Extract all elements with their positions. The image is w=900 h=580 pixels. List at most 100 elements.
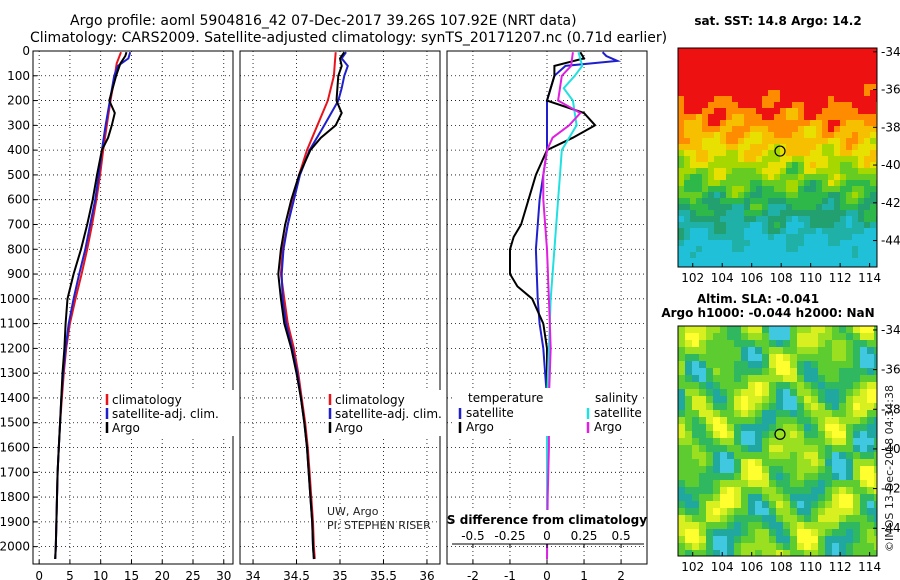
sst-cell (756, 132, 763, 139)
sst-cell (744, 240, 751, 247)
sst-cell (852, 216, 859, 223)
sla-cell (839, 459, 847, 467)
sst-cell (696, 48, 703, 55)
sla-cell (734, 494, 742, 502)
sla-heatmap (678, 326, 877, 556)
map-x-tick-label: 112 (829, 271, 852, 285)
sst-cell (834, 90, 841, 97)
sst-cell (786, 240, 793, 247)
sla-cell (832, 536, 840, 544)
sst-cell (684, 102, 691, 109)
sla-cell (741, 529, 749, 537)
sst-cell (696, 72, 703, 79)
sla-cell (874, 466, 877, 474)
sst-cell (744, 126, 751, 133)
sla-cell (706, 326, 714, 334)
sst-cell (744, 90, 751, 97)
sla-cell (706, 431, 714, 439)
sla-cell (748, 340, 756, 348)
sla-cell (678, 389, 686, 397)
sst-cell (678, 198, 685, 205)
sst-cell (696, 138, 703, 145)
sst-cell (828, 90, 835, 97)
sla-cell (727, 473, 735, 481)
sst-cell (840, 66, 847, 73)
sst-cell (804, 72, 811, 79)
sst-cell (840, 210, 847, 217)
sst-cell (744, 162, 751, 169)
sst-cell (720, 204, 727, 211)
sst-cell (828, 156, 835, 163)
sst-cell (810, 144, 817, 151)
sst-cell (804, 150, 811, 157)
sst-cell (852, 222, 859, 229)
sst-cell (846, 216, 853, 223)
sst-cell (762, 174, 769, 181)
sst-cell (798, 144, 805, 151)
sla-cell (874, 368, 877, 376)
sla-cell (776, 508, 784, 516)
sla-cell (853, 424, 861, 432)
sst-cell (840, 246, 847, 253)
sst-cell (846, 222, 853, 229)
sst-cell (804, 192, 811, 199)
sla-cell (769, 438, 777, 446)
sla-cell (874, 403, 877, 411)
sst-cell (804, 234, 811, 241)
sla-cell (790, 375, 798, 383)
sla-cell (699, 529, 707, 537)
sla-cell (769, 522, 777, 530)
sla-cell (790, 508, 798, 516)
sla-cell (692, 326, 700, 334)
sla-cell (846, 431, 854, 439)
sst-cell (780, 132, 787, 139)
sst-cell (756, 126, 763, 133)
sst-cell (726, 234, 733, 241)
sst-cell (720, 54, 727, 61)
sla-cell (762, 501, 770, 509)
sla-cell (685, 501, 693, 509)
sla-cell (825, 452, 833, 460)
sla-cell (741, 354, 749, 362)
sla-cell (713, 347, 721, 355)
sla-cell (678, 431, 686, 439)
sal-tick-label: -0.5 (461, 529, 484, 543)
sla-cell (825, 368, 833, 376)
sla-cell (734, 459, 742, 467)
sla-cell (713, 431, 721, 439)
sst-cell (810, 234, 817, 241)
sst-cell (786, 186, 793, 193)
sst-cell (864, 156, 871, 163)
sst-cell (684, 264, 691, 267)
sst-cell (816, 126, 823, 133)
sst-cell (756, 114, 763, 121)
sla-cell (811, 536, 819, 544)
sst-cell (732, 66, 739, 73)
sst-cell (774, 114, 781, 121)
sst-cell (750, 90, 757, 97)
sla-cell (727, 515, 735, 523)
sla-cell (741, 431, 749, 439)
sla-cell (769, 326, 777, 334)
sla-cell (762, 529, 770, 537)
sal-tick-label: 0 (543, 529, 551, 543)
sla-cell (678, 361, 686, 369)
sla-cell (762, 375, 770, 383)
sst-cell (846, 138, 853, 145)
sst-cell (870, 120, 877, 127)
sst-cell (816, 168, 823, 175)
sla-cell (811, 326, 819, 334)
sla-cell (720, 403, 728, 411)
sst-cell (870, 234, 877, 241)
sst-cell (702, 186, 709, 193)
sla-cell (678, 550, 686, 556)
sla-cell (720, 347, 728, 355)
sla-cell (755, 361, 763, 369)
sla-cell (734, 515, 742, 523)
sst-cell (792, 210, 799, 217)
sst-cell (756, 240, 763, 247)
sst-cell (870, 222, 877, 229)
sst-cell (822, 234, 829, 241)
sst-cell (792, 240, 799, 247)
sla-cell (692, 403, 700, 411)
